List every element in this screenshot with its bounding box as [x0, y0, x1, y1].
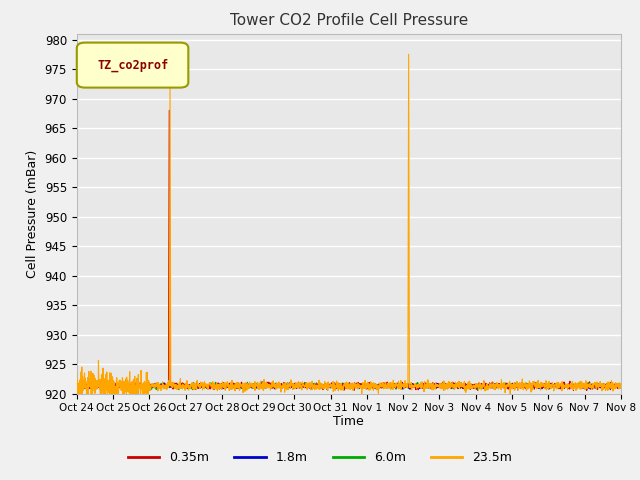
X-axis label: Time: Time: [333, 415, 364, 428]
Legend: 0.35m, 1.8m, 6.0m, 23.5m: 0.35m, 1.8m, 6.0m, 23.5m: [123, 446, 517, 469]
Title: Tower CO2 Profile Cell Pressure: Tower CO2 Profile Cell Pressure: [230, 13, 468, 28]
Y-axis label: Cell Pressure (mBar): Cell Pressure (mBar): [26, 149, 39, 278]
Text: TZ_co2prof: TZ_co2prof: [97, 59, 168, 72]
FancyBboxPatch shape: [77, 43, 188, 87]
